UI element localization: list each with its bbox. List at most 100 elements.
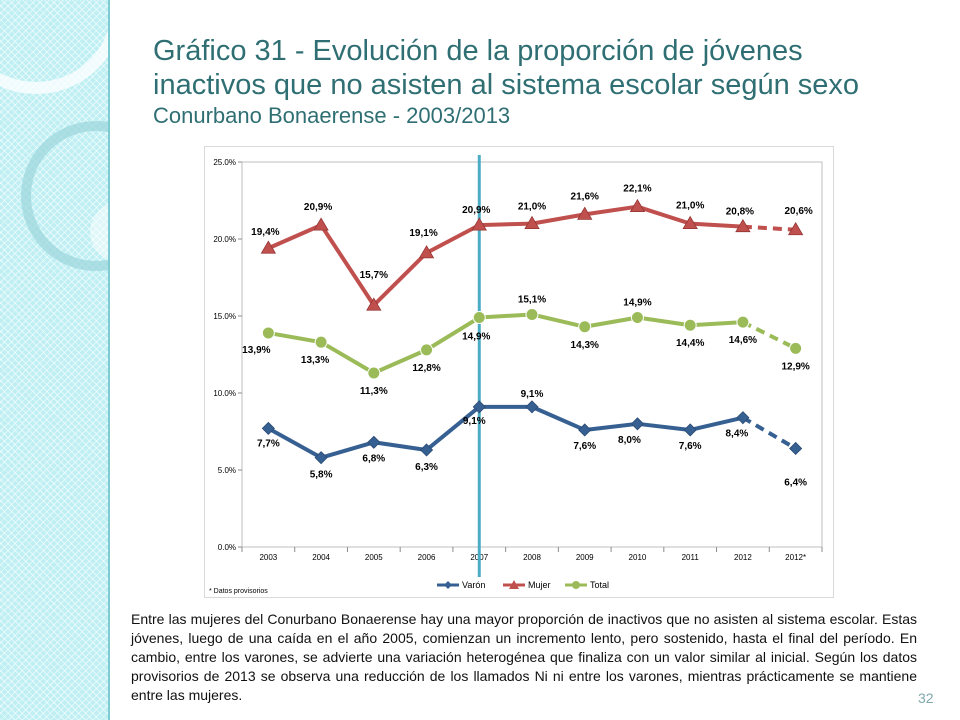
data-label: 14,4% (676, 338, 704, 349)
point-total (367, 366, 381, 380)
x-tick-label: 2012 (734, 553, 752, 562)
x-tick-label: 2005 (365, 553, 383, 562)
data-label: 7,7% (257, 438, 280, 449)
point-varon (419, 443, 434, 457)
decorative-circles (0, 30, 108, 271)
legend-marker (444, 581, 452, 589)
data-label: 12,8% (412, 363, 440, 374)
point-mujer (260, 240, 277, 254)
data-label: 20,6% (784, 206, 812, 217)
data-label: 21,6% (571, 191, 599, 202)
y-tick-label: 25.0% (213, 158, 236, 167)
data-label: 20,9% (462, 205, 490, 216)
point-total (630, 311, 644, 325)
data-label: 20,8% (726, 207, 754, 218)
point-varon (630, 417, 645, 431)
data-label: 14,3% (571, 340, 599, 351)
legend-label: Total (590, 580, 609, 590)
data-label: 21,0% (518, 202, 546, 213)
point-varon (525, 400, 539, 414)
point-mujer (735, 218, 751, 233)
point-total (736, 315, 750, 329)
point-mujer (418, 245, 435, 259)
chart-frame: 0.0% 5.0% 10.0% 15.0% 20.0% 25.0% 2003 2004 2005… (204, 146, 834, 598)
page-number: 32 (918, 690, 934, 706)
series-dashed-segment-Total (742, 320, 797, 351)
y-tick-label: 10.0% (213, 389, 236, 398)
point-mujer (524, 215, 540, 229)
x-tick-label: 2009 (576, 553, 594, 562)
x-tick-label: 2011 (682, 553, 700, 562)
data-label: 6,4% (784, 477, 807, 488)
data-label: 19,4% (251, 227, 279, 238)
series-line-Varón (267, 404, 744, 460)
data-label: 14,6% (729, 335, 757, 346)
data-label: 9,1% (463, 416, 486, 427)
point-total (683, 318, 697, 332)
point-mujer (313, 217, 329, 231)
data-label: 19,1% (409, 228, 437, 239)
point-total (525, 307, 539, 321)
point-mujer (787, 221, 804, 236)
x-tick-label: 2010 (629, 553, 647, 562)
x-tick-label: 2004 (312, 553, 330, 562)
point-varon (683, 423, 697, 437)
legend-marker (572, 581, 580, 589)
data-label: 7,6% (573, 441, 596, 452)
data-label: 6,3% (415, 462, 438, 473)
data-label: 6,8% (362, 453, 385, 464)
series-dashed-segment-Mujer (742, 224, 796, 232)
data-label: 14,9% (623, 298, 651, 309)
data-label: 7,6% (679, 441, 702, 452)
body-text: Entre las mujeres del Conurbano Bonaeren… (131, 611, 917, 703)
data-label: 14,9% (462, 332, 490, 343)
point-mujer (629, 198, 646, 213)
series-dashed-segment-Varón (741, 415, 797, 451)
title-line-2: inactivos que no asisten al sistema esco… (153, 69, 860, 101)
data-label: 21,0% (676, 201, 704, 212)
x-tick-label: 2008 (523, 553, 541, 562)
point-total (314, 335, 328, 349)
point-total (789, 341, 803, 355)
legend-label: Varón (462, 580, 485, 590)
data-label: 5,8% (310, 470, 333, 481)
title-line-1: Gráfico 31 - Evolución de la proporción … (153, 35, 803, 67)
data-label: 12,9% (781, 361, 809, 372)
y-tick-label: 0.0% (218, 543, 236, 552)
y-tick-label: 20.0% (213, 235, 236, 244)
data-label: 15,1% (518, 294, 546, 305)
point-varon (261, 421, 275, 435)
legend-label: Mujer (528, 580, 551, 590)
line-chart: 0.0% 5.0% 10.0% 15.0% 20.0% 25.0% 2003 2004 2005… (209, 155, 823, 595)
point-mujer (366, 297, 382, 311)
data-label: 11,3% (360, 386, 388, 397)
point-varon (578, 423, 592, 437)
legend-marker (509, 580, 519, 589)
series-line-Total (268, 312, 744, 375)
point-varon (789, 441, 803, 456)
data-label: 20,9% (304, 202, 332, 213)
point-varon (472, 400, 486, 414)
data-label: 13,3% (301, 355, 329, 366)
data-label: 8,4% (726, 429, 749, 440)
data-label: 22,1% (623, 184, 651, 195)
side-band-edge (108, 0, 110, 720)
x-tick-label: 2006 (418, 553, 436, 562)
data-label: 13,9% (242, 345, 270, 356)
x-tick-label: 2003 (259, 553, 277, 562)
decorative-side-band (0, 0, 108, 720)
data-label: 9,1% (521, 389, 544, 400)
point-varon (314, 451, 328, 465)
point-total (472, 311, 486, 325)
slide-title: Gráfico 31 - Evolución de la proporción … (153, 34, 933, 130)
plot-area (241, 161, 823, 548)
point-total (420, 343, 434, 357)
data-label: 8,0% (618, 435, 641, 446)
point-varon (736, 411, 750, 425)
point-mujer (577, 206, 593, 220)
slide-subtitle: Conurbano Bonaerense - 2003/2013 (153, 103, 511, 128)
series-line-Mujer (267, 204, 744, 308)
x-tick-label: 2012* (785, 553, 806, 562)
point-total (261, 326, 275, 340)
chart-footnote: * Datos provisorios (209, 588, 268, 595)
